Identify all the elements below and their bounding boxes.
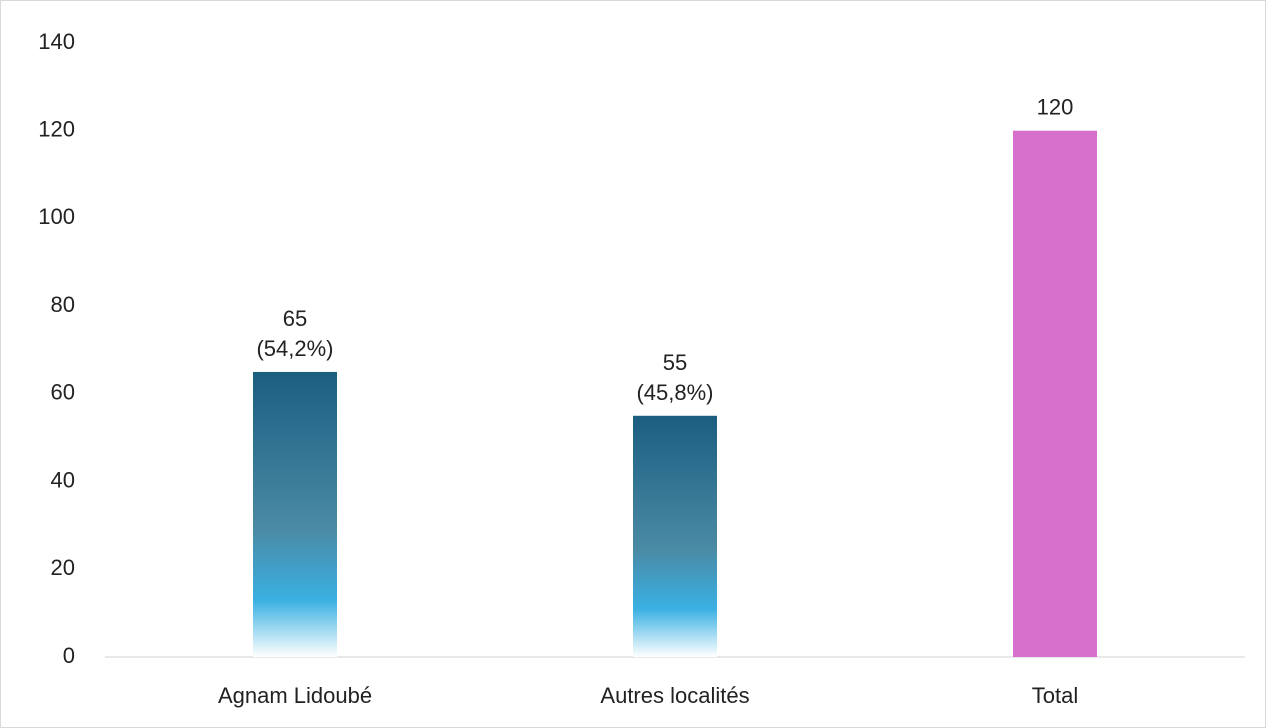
y-tick-label: 100 [38, 204, 75, 229]
data-label: 120 [1037, 95, 1074, 120]
bar [1013, 130, 1097, 657]
data-label: 55 (45,8%) [636, 350, 713, 405]
x-tick-label: Agnam Lidoubé [218, 683, 372, 708]
x-tick-label: Autres localités [600, 683, 749, 708]
bar [633, 415, 717, 657]
bar [253, 371, 337, 657]
y-tick-label: 80 [51, 292, 75, 317]
data-label: 65 (54,2%) [256, 306, 333, 361]
y-tick-label: 60 [51, 380, 75, 405]
x-tick-label: Total [1032, 683, 1078, 708]
y-tick-label: 120 [38, 117, 75, 142]
y-tick-label: 140 [38, 29, 75, 54]
y-tick-label: 40 [51, 467, 75, 492]
y-tick-label: 0 [63, 643, 75, 668]
y-tick-label: 20 [51, 555, 75, 580]
